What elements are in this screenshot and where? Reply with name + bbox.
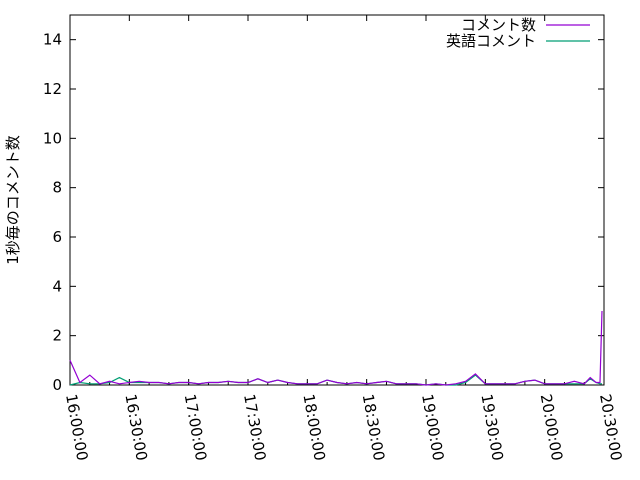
- y-tick-label: 14: [43, 31, 62, 49]
- x-tick-label: 17:00:00: [181, 393, 210, 462]
- y-tick-label: 10: [43, 129, 62, 147]
- y-tick-label: 2: [52, 327, 62, 345]
- legend-label: コメント数: [461, 16, 536, 34]
- y-tick-label: 12: [43, 80, 62, 98]
- x-tick-label: 20:00:00: [537, 393, 566, 462]
- x-tick-label: 19:30:00: [477, 393, 506, 462]
- x-tick-label: 17:30:00: [240, 393, 269, 462]
- x-tick-label: 18:30:00: [359, 393, 388, 462]
- y-tick-label: 6: [52, 228, 62, 246]
- x-tick-label: 19:00:00: [418, 393, 447, 462]
- x-tick-label: 18:00:00: [299, 393, 328, 462]
- legend-label: 英語コメント: [446, 32, 536, 50]
- y-tick-label: 4: [52, 277, 62, 295]
- plot-frame: [69, 14, 605, 386]
- x-tick-label: 16:30:00: [121, 393, 150, 462]
- series-line: [69, 310, 603, 386]
- y-tick-label: 8: [52, 179, 62, 197]
- x-tick-label: 16:00:00: [62, 393, 91, 462]
- x-tick-label: 20:30:00: [596, 393, 625, 462]
- y-tick-label: 0: [52, 376, 62, 394]
- y-axis-label: 1秒毎のコメント数: [4, 135, 22, 265]
- series-line: [69, 374, 602, 386]
